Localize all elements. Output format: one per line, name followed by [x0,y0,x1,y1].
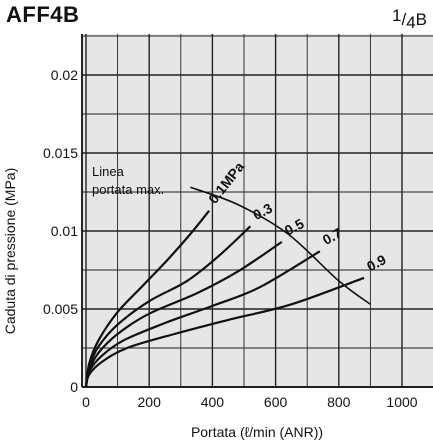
flow-curves [84,210,365,388]
y-tick-label: 0.015 [43,145,78,161]
x-tick-label: 400 [201,394,225,410]
series-line [84,225,252,388]
plot-background [82,34,433,387]
axes [81,34,433,388]
size-numerator: 1 [391,6,402,25]
size-unit: B [415,10,427,29]
max-flow-label-line1: Linea [92,164,125,179]
size-denominator: 4 [406,13,416,32]
x-tick-label: 1000 [386,394,417,410]
x-tick-label: 600 [264,394,288,410]
series-line [84,250,321,388]
y-tick-label: 0.01 [51,223,78,239]
y-tick-label: 0 [70,379,78,395]
y-tick-label: 0.005 [43,301,78,317]
max-flow-label-line2: portata max. [92,182,164,197]
series-line [84,276,365,388]
max-flow-line: Linea portata max. [92,164,371,305]
y-tick-label: 0.02 [51,67,78,83]
x-tick-label: 200 [138,394,162,410]
max-flow-curve [190,186,371,305]
x-tick-label: 0 [82,394,90,410]
x-tick-label: 800 [327,394,351,410]
tick-labels: 0 200 400 600 800 1000 0 0.005 0.01 0.015 0.02 [43,67,418,410]
y-axis-title: Caduta di pressione (MPa) [2,168,18,335]
model-title: AFF4B [6,2,80,27]
series-line [84,210,211,388]
x-axis-title: Portata (ℓ/min (ANR)) [191,424,323,440]
port-size-label: 1/4B [391,6,427,32]
